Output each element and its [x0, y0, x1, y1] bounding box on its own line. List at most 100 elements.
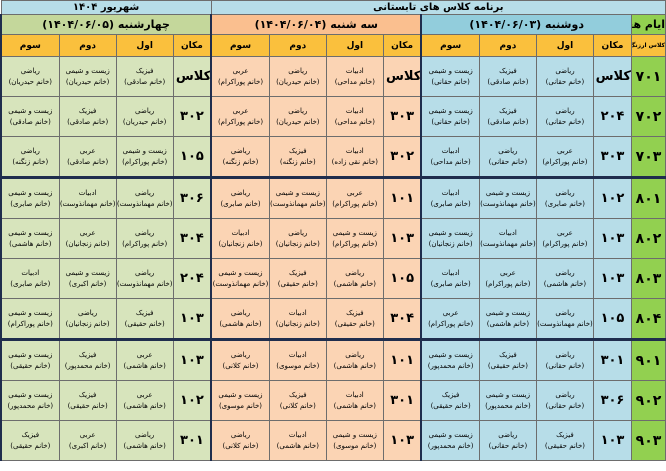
teacher: (خانم کلانی): [222, 361, 259, 370]
subject: عربی: [500, 268, 516, 277]
slot: عربی (خانم پوراکرام): [420, 298, 480, 341]
slot: زیست و شیمی (خانم محمدپور): [478, 380, 537, 421]
subject: عربی: [346, 188, 363, 197]
room: ۱۰۱: [382, 177, 422, 219]
subject: ادبیات: [441, 146, 460, 155]
slot: زیست و شیمی (خانم موسوی): [325, 420, 384, 461]
slot: ادبیات (خانم نقی زاده): [325, 136, 384, 179]
slot: زیست و شیمی (خانم هاشمی): [478, 298, 537, 341]
subject: فیزیک: [499, 350, 517, 359]
slot: ریاضی (خانم زنجانیان): [58, 298, 117, 341]
column-header: مکان: [382, 34, 422, 57]
day-header: سه شنبه (۱۴۰۴/۰۶/۰۴): [210, 14, 422, 35]
room: ۱۰۳: [592, 258, 632, 299]
slot: زیست و شیمی (خانم پوراکرام): [325, 218, 384, 259]
subject: ریاضی: [20, 146, 40, 155]
slot: زیست و شیمی (خانم حقیقی): [0, 339, 60, 381]
teacher: (خانم مهمانذوست): [212, 279, 269, 288]
room: ۳۰۴: [382, 298, 422, 341]
teacher: (خانم حقانی): [545, 401, 585, 410]
subject: ریاضی: [135, 228, 155, 237]
subject: ریاضی: [230, 430, 251, 439]
slot: ریاضی (خانم حقانی): [535, 96, 594, 137]
subject: ریاضی: [230, 146, 251, 155]
slot: زیست و شیمی (خانم مهمانذوست): [210, 258, 270, 299]
subject: ریاضی: [135, 268, 155, 277]
column-header: دوم: [58, 34, 117, 57]
slot: ریاضی (خانم حقانی): [478, 136, 537, 179]
teacher: (خانم حقانی): [488, 441, 528, 450]
class-row: ۸۰۲ ۱۰۳ عربی (خانم پوراکرام) ادبیات (خانم مهم…: [0, 218, 666, 259]
slot: فیزیک (خانم حقیقی): [268, 258, 327, 299]
teacher: (خانم حقیقی): [487, 361, 528, 370]
subject: عربی: [232, 106, 249, 115]
column-header: مکان: [592, 34, 632, 57]
class-number: ۷۰۱: [630, 56, 666, 97]
slot: زیست و شیمی (خانم موسوی): [210, 380, 270, 421]
room: ۱۰۵: [172, 136, 212, 179]
teacher: (خانم پوراکرام): [217, 117, 264, 126]
teacher: (خانم موسوی): [276, 361, 320, 370]
class-number: ۸۰۳: [630, 258, 666, 299]
slot: عربی (خانم اکبری): [58, 420, 117, 461]
subject: زیست و شیمی: [8, 188, 53, 197]
timetable: برنامه کلاس های تابستانی شهریور ۱۴۰۴ ایام …: [0, 0, 666, 461]
subject: زیست و شیمی: [485, 188, 530, 197]
room: ۱۰۱: [382, 339, 422, 381]
slot: ادبیات (خانم هاشمی): [325, 380, 384, 421]
slot: ریاضی (خانم حقانی): [478, 420, 537, 461]
subject: ریاضی: [498, 146, 518, 155]
subject: ریاضی: [555, 268, 575, 277]
subject: ادبیات: [345, 390, 364, 399]
subject: ادبیات: [288, 350, 307, 359]
teacher: (خانم مداحی): [334, 117, 375, 126]
slot: زیست و شیمی (خانم پوراکرام): [115, 136, 174, 179]
class-row: ۹۰۱ ۳۰۱ ریاضی (خانم حقانی) فیزیک (خانم حقیقی)…: [0, 339, 666, 381]
subject: ریاضی: [78, 308, 98, 317]
subject: ریاضی: [230, 188, 251, 197]
slot: ادبیات (خانم صابری): [420, 177, 480, 219]
slot: ریاضی (خانم صابری): [210, 177, 270, 219]
slot: ریاضی (خانم حیدریان): [0, 56, 60, 97]
teacher: (خانم پوراکرام): [542, 157, 588, 166]
teacher: (خانم کلانی): [279, 401, 316, 410]
subject: فیزیک: [135, 308, 154, 317]
slot: فیزیک (خانم حقیقی): [478, 339, 537, 381]
teacher: (خانم حقیقی): [10, 361, 51, 370]
slot: عربی (خانم هاشمی): [115, 339, 174, 381]
teacher: (خانم حیدریان): [122, 117, 167, 126]
class-number: ۹۰۲: [630, 380, 666, 421]
room: ۱۰۳: [172, 298, 212, 341]
teacher: (خانم حقیقی): [124, 319, 165, 328]
month: شهریور ۱۴۰۴: [0, 0, 212, 15]
slot: زیست و شیمی (خانم محمدپور): [0, 380, 60, 421]
subject: ریاضی: [555, 308, 575, 317]
slot: فیزیک (خانم صادقی): [115, 56, 174, 97]
slot: ریاضی (خانم زنگنه): [0, 136, 60, 179]
subject: ریاضی: [555, 350, 575, 359]
room: ۱۰۳: [382, 218, 422, 259]
teacher: (خانم حقیقی): [430, 401, 471, 410]
subject: ریاضی: [555, 390, 575, 399]
teacher: (خانم حقانی): [545, 361, 585, 370]
subject: فیزیک: [289, 390, 307, 399]
subject: زیست و شیمی: [218, 390, 263, 399]
day-row: ایام هفتهدوشنبه (۱۴۰۴/۰۶/۰۳)سه شنبه (۱۴۰…: [0, 14, 666, 35]
subject: ادبیات: [345, 146, 364, 155]
teacher: (خانم صادقی): [67, 117, 109, 126]
subject: ادبیات: [345, 106, 364, 115]
subject: زیست و شیمی: [332, 228, 377, 237]
subject: زیست و شیمی: [485, 390, 530, 399]
subject: زیست و شیمی: [332, 430, 377, 439]
room: ۲۰۴: [592, 96, 632, 137]
slot: زیست و شیمی (خانم زنجانیان): [420, 218, 480, 259]
teacher: (خانم زنجانیان): [65, 239, 110, 248]
slot: ریاضی (خانم کلانی): [210, 339, 270, 381]
slot: زیست و شیمی (خانم محمدپور): [420, 339, 480, 381]
teacher: (خانم زنجانیان): [218, 239, 263, 248]
slot: ریاضی (خانم زنجانیان): [268, 218, 327, 259]
slot: فیزیک (خانم محمدپور): [58, 339, 117, 381]
